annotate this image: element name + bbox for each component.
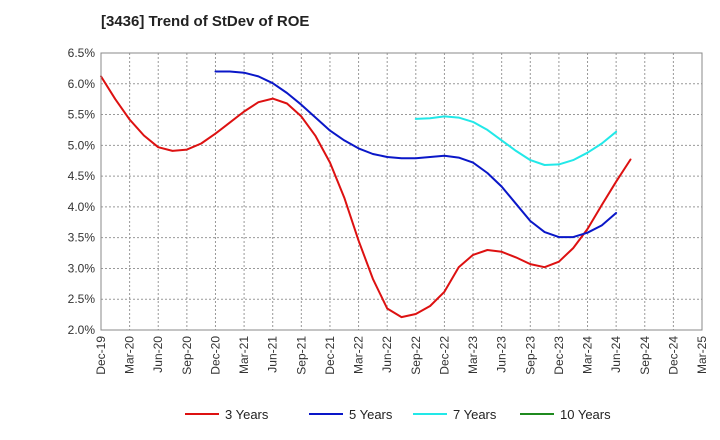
x-tick-label: Jun-24	[609, 336, 623, 373]
x-tick-label: Dec-20	[208, 336, 222, 375]
legend-label-0: 3 Years	[225, 407, 269, 422]
x-tick-label: Sep-20	[180, 336, 194, 375]
series-line-1	[214, 70, 618, 239]
x-tick-label: Mar-23	[466, 336, 480, 374]
legend: 3 Years 5 Years 7 Years 10 Years	[185, 407, 611, 422]
y-axis-ticks: 6.5% 6.0% 5.5% 5.0% 4.5% 4.0% 3.5% 3.0% 2.5% 2.0%	[68, 46, 96, 337]
x-tick-label: Dec-24	[666, 336, 680, 375]
x-tick-label: Dec-19	[94, 336, 108, 375]
y-tick-label: 5.5%	[68, 108, 96, 122]
x-tick-label: Mar-25	[695, 336, 709, 374]
plot-frame	[100, 52, 703, 331]
x-tick-label: Sep-24	[638, 336, 652, 375]
series-line-2	[414, 115, 618, 166]
x-tick-label: Dec-22	[437, 336, 451, 375]
grid	[101, 53, 702, 330]
x-tick-label: Mar-20	[123, 336, 137, 374]
y-tick-label: 2.5%	[68, 292, 96, 306]
x-tick-label: Sep-23	[523, 336, 537, 375]
y-tick-label: 4.0%	[68, 200, 96, 214]
y-tick-label: 3.5%	[68, 231, 96, 245]
x-axis-ticks: Dec-19 Mar-20 Jun-20 Sep-20 Dec-20 Mar-21 Jun-…	[94, 336, 709, 375]
y-tick-label: 5.0%	[68, 138, 96, 152]
legend-label-3: 10 Years	[560, 407, 611, 422]
x-tick-label: Mar-24	[581, 336, 595, 374]
series-line-0	[100, 75, 632, 319]
x-tick-label: Jun-21	[266, 336, 280, 373]
legend-label-1: 5 Years	[349, 407, 393, 422]
chart-title: [3436] Trend of StDev of ROE	[101, 13, 309, 30]
x-tick-label: Jun-22	[380, 336, 394, 373]
x-tick-label: Mar-22	[352, 336, 366, 374]
y-tick-label: 4.5%	[68, 169, 96, 183]
x-tick-label: Dec-23	[552, 336, 566, 375]
x-tick-label: Jun-20	[151, 336, 165, 373]
series-lines	[100, 70, 632, 319]
legend-label-2: 7 Years	[453, 407, 497, 422]
x-tick-label: Jun-23	[495, 336, 509, 373]
y-tick-label: 2.0%	[68, 323, 96, 337]
y-tick-label: 3.0%	[68, 261, 96, 275]
y-tick-label: 6.0%	[68, 77, 96, 91]
y-tick-label: 6.5%	[68, 46, 96, 60]
x-tick-label: Mar-21	[237, 336, 251, 374]
x-tick-label: Sep-21	[294, 336, 308, 375]
x-tick-label: Sep-22	[409, 336, 423, 375]
x-tick-label: Dec-21	[323, 336, 337, 375]
